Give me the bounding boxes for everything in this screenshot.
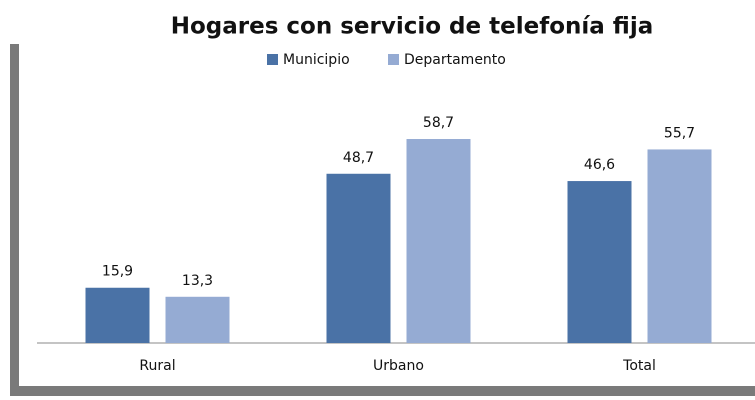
frame-shadow-bottom bbox=[10, 386, 755, 396]
data-label: 13,3 bbox=[182, 273, 213, 289]
x-tick-label: Urbano bbox=[373, 358, 424, 374]
data-label: 55,7 bbox=[664, 125, 695, 141]
data-label: 48,7 bbox=[343, 150, 374, 166]
legend-label: Departamento bbox=[404, 52, 506, 68]
data-label: 46,6 bbox=[584, 157, 615, 173]
chart-title: Hogares con servicio de telefonía fija bbox=[171, 14, 654, 40]
bar bbox=[406, 139, 471, 343]
bar bbox=[326, 173, 391, 343]
legend-swatch bbox=[388, 54, 399, 65]
data-label: 15,9 bbox=[102, 264, 133, 280]
legend-swatch bbox=[267, 54, 278, 65]
x-tick-label: Rural bbox=[139, 358, 175, 374]
data-label: 58,7 bbox=[423, 115, 454, 131]
bar bbox=[567, 181, 632, 343]
bar bbox=[85, 287, 150, 343]
bar bbox=[647, 149, 712, 343]
frame-shadow-left bbox=[10, 44, 19, 396]
bar bbox=[165, 296, 230, 343]
legend-label: Municipio bbox=[283, 52, 350, 68]
x-tick-label: Total bbox=[622, 358, 656, 374]
